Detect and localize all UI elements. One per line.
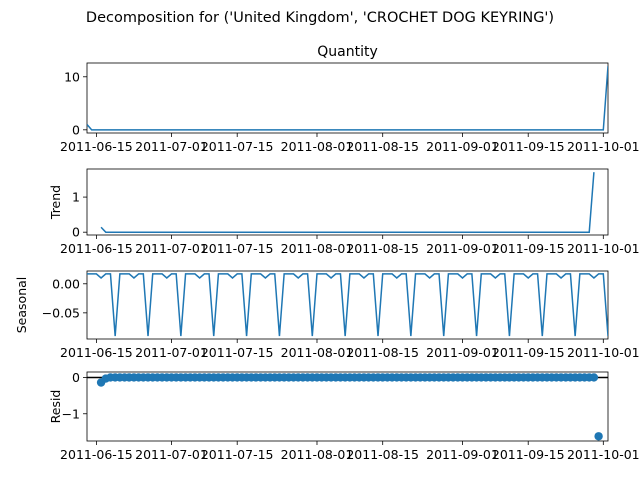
- x-tick-label: 2011-08-01: [281, 345, 354, 360]
- x-tick-label: 2011-09-15: [492, 139, 565, 154]
- x-tick-label: 2011-07-01: [135, 241, 208, 256]
- axes-frame: [86, 168, 609, 236]
- x-tick-label: 2011-08-15: [346, 139, 419, 154]
- x-tick-label: 2011-08-01: [281, 447, 354, 462]
- resid-point: [589, 373, 599, 382]
- axes-title: Quantity: [317, 44, 378, 60]
- y-tick-label: −1: [62, 406, 80, 421]
- x-tick-label: 2011-10-01: [567, 241, 640, 256]
- x-tick-label: 2011-08-01: [281, 139, 354, 154]
- x-tick-label: 2011-09-15: [492, 447, 565, 462]
- figure-title: Decomposition for ('United Kingdom', 'CR…: [86, 10, 554, 26]
- x-tick-label: 2011-09-01: [426, 139, 499, 154]
- x-tick-label: 2011-10-01: [567, 447, 640, 462]
- x-tick-label: 2011-07-15: [201, 241, 274, 256]
- seasonal-line: [87, 273, 608, 337]
- y-tick-label: −0.05: [42, 305, 80, 320]
- x-tick-label: 2011-08-15: [346, 241, 419, 256]
- x-tick-label: 2011-08-15: [346, 345, 419, 360]
- x-tick-label: 2011-09-15: [492, 241, 565, 256]
- y-tick-label: 0: [72, 370, 80, 385]
- series-line: [87, 66, 608, 131]
- y-tick-label: 0.00: [52, 276, 80, 291]
- axes-frame: [86, 371, 609, 442]
- x-tick-label: 2011-06-15: [60, 139, 133, 154]
- x-tick-label: 2011-09-01: [426, 345, 499, 360]
- x-tick-label: 2011-09-01: [426, 241, 499, 256]
- axes-frame: [86, 270, 609, 340]
- x-tick-label: 2011-06-15: [60, 345, 133, 360]
- axes-frame: [86, 62, 609, 134]
- y-axis-label: Seasonal: [14, 277, 29, 334]
- resid-point: [594, 432, 603, 441]
- y-axis-label: Resid: [48, 390, 63, 424]
- x-tick-label: 2011-07-01: [135, 139, 208, 154]
- panel-quantity: Quantity 0 10 2011-06-15 2011-07-012011-07-1…: [60, 44, 640, 154]
- x-tick-label: 2011-07-15: [201, 139, 274, 154]
- x-tick-label: 2011-06-15: [60, 241, 133, 256]
- x-tick-label: 2011-08-01: [281, 241, 354, 256]
- x-tick-label: 2011-09-15: [492, 345, 565, 360]
- x-tick-label: 2011-07-01: [135, 447, 208, 462]
- series-line: [100, 172, 595, 233]
- y-tick-label: 1: [72, 190, 80, 205]
- x-tick-label: 2011-10-01: [567, 345, 640, 360]
- y-tick-label: 10: [64, 69, 80, 84]
- x-tick-label: 2011-08-15: [346, 447, 419, 462]
- y-tick-label: 0: [72, 225, 80, 240]
- x-tick-label: 2011-10-01: [567, 139, 640, 154]
- x-tick-label: 2011-06-15: [60, 447, 133, 462]
- y-tick-label: 0: [72, 122, 80, 137]
- x-tick-label: 2011-07-15: [201, 447, 274, 462]
- y-axis-label: Trend: [48, 185, 63, 220]
- x-tick-label: 2011-07-15: [201, 345, 274, 360]
- x-tick-label: 2011-07-01: [135, 345, 208, 360]
- x-tick-label: 2011-09-01: [426, 447, 499, 462]
